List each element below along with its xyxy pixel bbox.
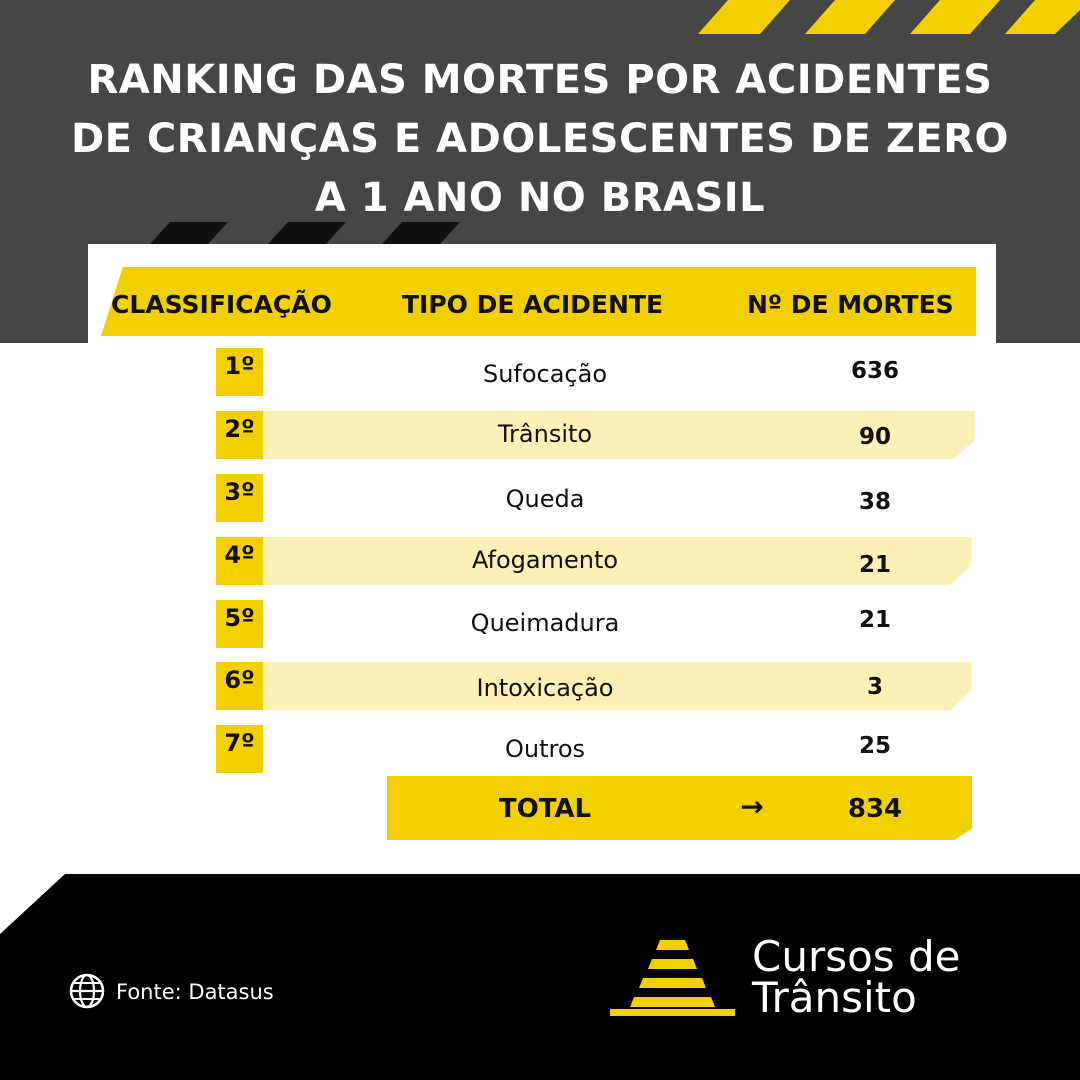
title-line-2: DE CRIANÇAS E ADOLESCENTES DE ZERO [70, 116, 1010, 162]
deaths-cell-2: 90 [858, 424, 891, 450]
title-line-3: A 1 ANO NO BRASIL [314, 175, 766, 221]
deaths-cell-1: 636 [850, 358, 899, 384]
total-bar [387, 776, 972, 840]
deaths-cell-6: 3 [866, 674, 883, 700]
deaths-cell-3: 38 [858, 489, 891, 515]
arrow-right-icon: → [740, 790, 764, 823]
type-cell-7: Outros [504, 735, 586, 763]
type-cell-1: Sufocação [482, 360, 608, 388]
rank-badge-1: 1º [216, 348, 263, 396]
brand-name-line-1: Cursos de [752, 932, 961, 981]
total-value: 834 [847, 794, 903, 824]
globe-icon [69, 973, 105, 1009]
hazard-stripes-panel [150, 222, 460, 244]
brand-name-line-2: Trânsito [752, 973, 917, 1022]
brand-logo-icon [610, 940, 735, 1016]
deaths-cell-7: 25 [858, 733, 891, 759]
table-header-bar [101, 267, 976, 336]
source-text: Fonte: Datasus [116, 980, 274, 1004]
header-numero-mortes: Nº DE MORTES [747, 290, 954, 319]
deaths-cell-4: 21 [858, 552, 891, 578]
type-cell-2: Trânsito [497, 420, 593, 448]
type-cell-3: Queda [505, 485, 585, 513]
rank-badge-5: 5º [216, 600, 263, 648]
rank-badge-7: 7º [216, 725, 263, 773]
rank-badge-6: 6º [216, 662, 263, 710]
row-stripe-4 [263, 537, 971, 585]
rank-badge-4: 4º [216, 537, 263, 585]
title-line-1: RANKING DAS MORTES POR ACIDENTES [87, 57, 993, 103]
rank-badge-3: 3º [216, 474, 263, 522]
row-stripe-2 [263, 411, 975, 459]
deaths-cell-5: 21 [858, 607, 891, 633]
header-tipo-acidente: TIPO DE ACIDENTE [402, 290, 664, 319]
hazard-stripes-top [698, 0, 1080, 34]
row-stripe-6 [263, 662, 971, 710]
footer [0, 874, 1080, 1080]
type-cell-4: Afogamento [471, 546, 619, 574]
header-classificacao: CLASSIFICAÇÃO [111, 290, 332, 319]
type-cell-5: Queimadura [470, 609, 620, 637]
total-label: TOTAL [498, 794, 592, 824]
type-cell-6: Intoxicação [476, 674, 614, 702]
rank-badge-2: 2º [216, 411, 263, 459]
